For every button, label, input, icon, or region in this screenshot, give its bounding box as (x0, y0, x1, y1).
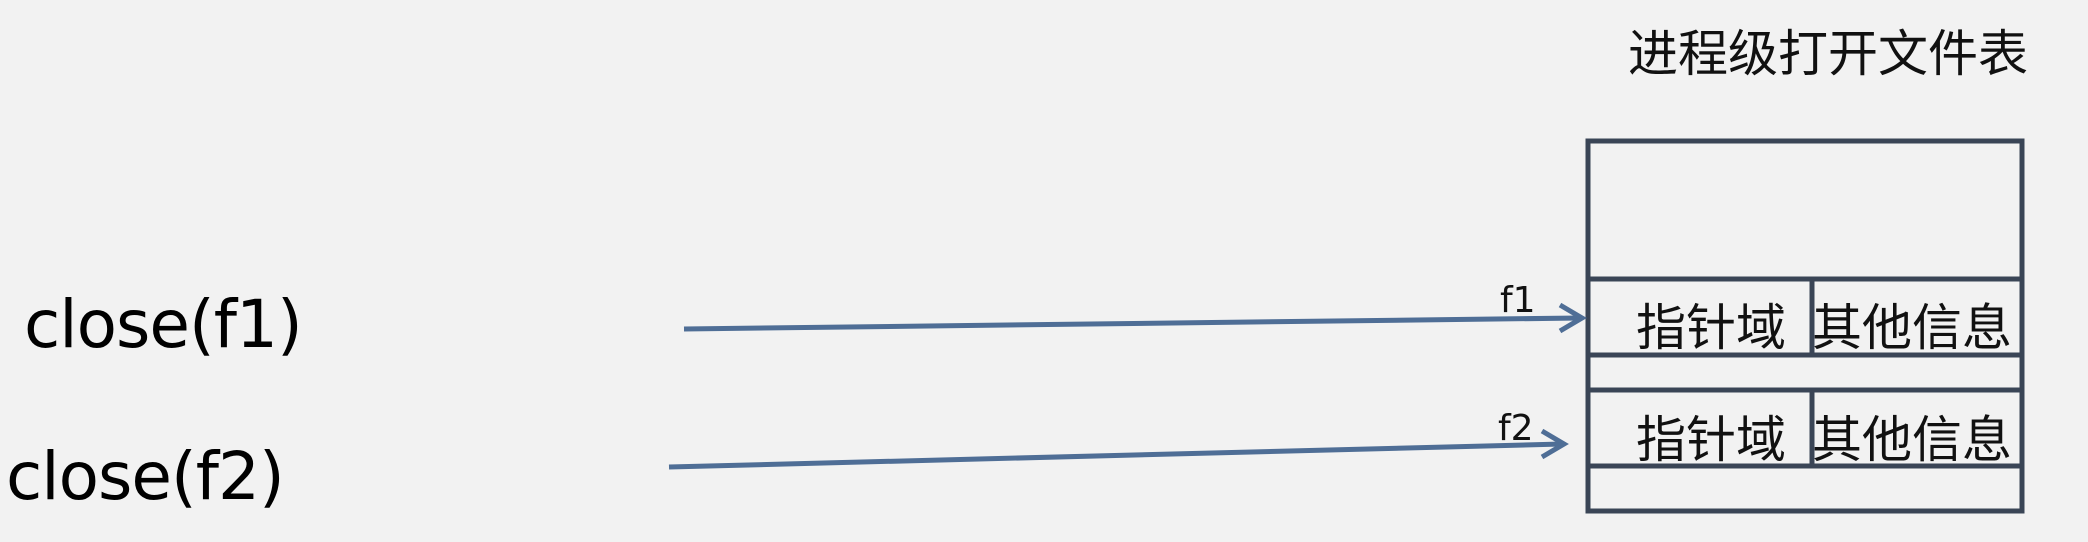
row2-other-info: 其他信息 (1812, 411, 2012, 469)
open-file-table (1585, 138, 2025, 514)
row1-pointer-field: 指针域 (1636, 299, 1786, 357)
close-call-f2: close(f2) (6, 438, 285, 515)
arrowhead-f2 (1540, 428, 1569, 460)
pointer-label-f1: f1 (1500, 280, 1536, 321)
row2-pointer-field: 指针域 (1636, 411, 1786, 469)
arrow-f2 (668, 441, 1563, 470)
arrow-f1 (683, 315, 1581, 332)
arrowhead-f1 (1558, 302, 1587, 334)
row1-other-info: 其他信息 (1812, 299, 2012, 357)
pointer-label-f2: f2 (1498, 408, 1534, 449)
table-title: 进程级打开文件表 (1628, 25, 2028, 83)
close-call-f1: close(f1) (24, 286, 303, 363)
